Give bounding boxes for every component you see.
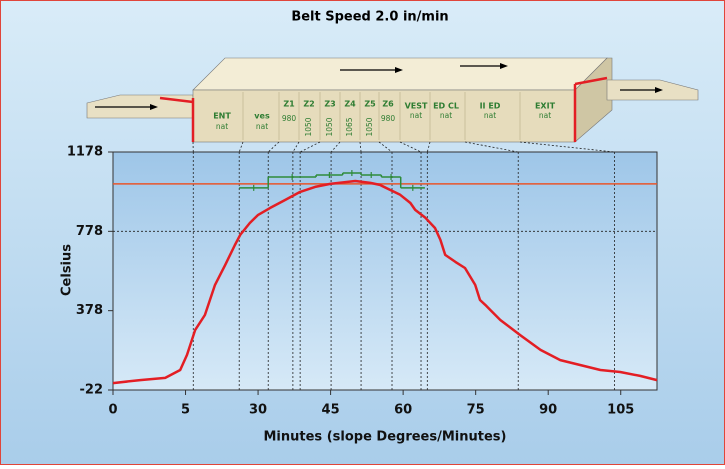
x-tick-label: 60 <box>394 403 412 418</box>
zone-name: Z4 <box>344 100 356 109</box>
zone-setting: nat <box>484 111 496 120</box>
y-tick-label: 778 <box>76 224 103 239</box>
y-axis-title: Celsius <box>60 244 75 296</box>
zone-setting: nat <box>539 111 551 120</box>
zone-name: Z5 <box>364 100 376 109</box>
zone-setting: 1050 <box>304 117 313 136</box>
zone-setting: 980 <box>282 114 297 123</box>
zone-name: II ED <box>480 102 501 111</box>
x-tick-label: 5 <box>181 403 190 418</box>
zone-name: ves <box>254 112 270 121</box>
y-tick-label: -22 <box>80 383 104 398</box>
x-tick-label: 0 <box>108 403 117 418</box>
x-tick-label: 90 <box>539 403 557 418</box>
y-tick-label: 1178 <box>67 145 103 160</box>
zone-name: Z3 <box>324 100 335 109</box>
zone-setting: 1050 <box>325 117 334 136</box>
x-tick-label: 30 <box>249 403 267 418</box>
zone-setting: nat <box>216 122 228 131</box>
zone-name: ED CL <box>433 102 459 111</box>
zone-setting: nat <box>256 122 268 131</box>
zone-setting: 1065 <box>345 117 354 136</box>
x-tick-label: 75 <box>467 403 485 418</box>
zone-name: ENT <box>213 112 231 121</box>
y-tick-label: 378 <box>76 303 103 318</box>
zone-name: Z1 <box>283 100 295 109</box>
x-tick-label: 45 <box>322 403 340 418</box>
x-tick-label: 105 <box>607 403 634 418</box>
zone-setting: 1050 <box>365 117 374 136</box>
zone-name: VEST <box>405 102 428 111</box>
zone-name: EXIT <box>535 102 556 111</box>
x-axis-title: Minutes (slope Degrees/Minutes) <box>264 430 507 445</box>
zone-setting: nat <box>440 111 452 120</box>
zone-setting: nat <box>410 111 422 120</box>
zone-setting: 980 <box>381 114 396 123</box>
zone-name: Z6 <box>382 100 394 109</box>
chart-title: Belt Speed 2.0 in/min <box>291 10 448 25</box>
zone-name: Z2 <box>303 100 314 109</box>
